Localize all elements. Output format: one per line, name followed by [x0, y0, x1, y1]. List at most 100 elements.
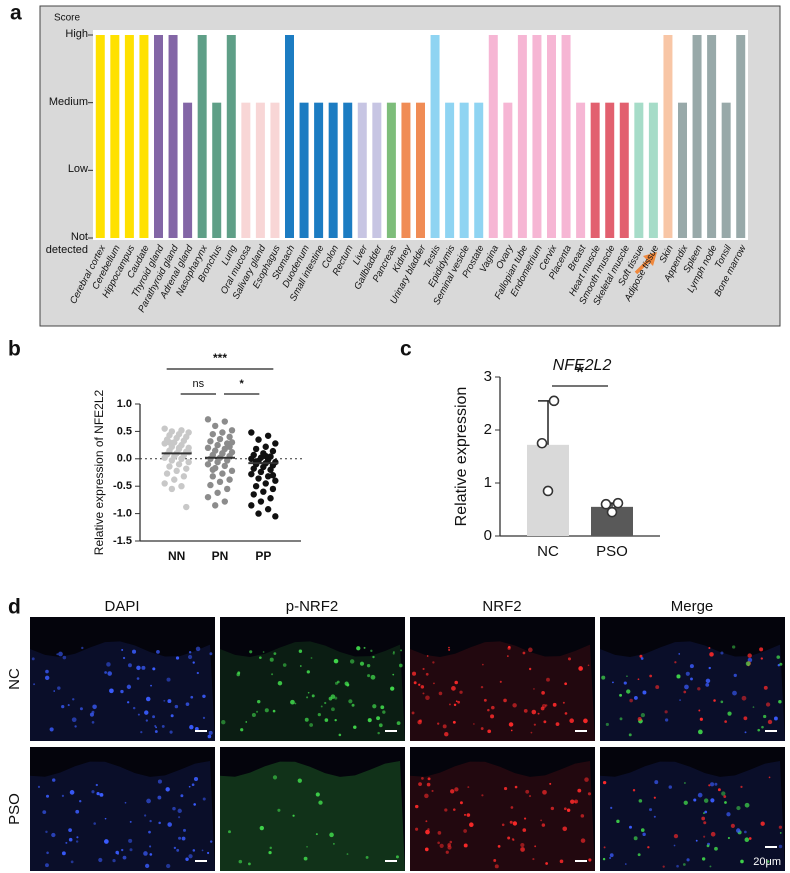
fluorescence-speck	[501, 823, 505, 827]
fluorescence-speck	[145, 696, 151, 702]
fluorescence-speck	[451, 686, 456, 691]
fluorescence-speck	[154, 724, 157, 727]
data-point	[600, 498, 612, 510]
fluorescence-speck	[182, 828, 186, 832]
fluorescence-speck	[708, 646, 711, 650]
fluorescence-speck	[533, 723, 536, 726]
data-point	[262, 443, 269, 450]
y-tick-label: 2	[484, 421, 492, 438]
fluorescence-speck	[31, 657, 35, 661]
fluorescence-speck	[466, 813, 471, 817]
data-point	[269, 472, 277, 479]
fluorescence-speck	[424, 847, 429, 852]
fluorescence-speck	[577, 788, 582, 793]
fluorescence-speck	[126, 701, 130, 704]
bar	[430, 35, 440, 238]
fluorescence-speck	[655, 685, 660, 690]
fluorescence-speck	[710, 782, 715, 787]
fluorescence-speck	[62, 655, 67, 660]
fluorescence-speck	[530, 731, 533, 734]
fluorescence-speck	[679, 699, 681, 701]
fluorescence-speck	[463, 829, 467, 833]
data-point	[260, 488, 267, 495]
data-point	[173, 467, 180, 475]
data-point	[168, 457, 176, 464]
fluorescence-speck	[290, 699, 295, 705]
data-point	[257, 468, 265, 476]
fluorescence-speck	[427, 828, 430, 831]
bar	[154, 35, 163, 238]
fluorescence-speck	[140, 731, 143, 734]
fluorescence-speck	[33, 683, 36, 686]
fluorescence-speck	[442, 724, 447, 729]
fluorescence-speck	[67, 704, 70, 707]
fluorescence-speck	[209, 840, 213, 843]
fluorescence-speck	[708, 666, 711, 670]
fluorescence-speck	[75, 809, 80, 814]
fluorescence-speck	[732, 690, 737, 696]
data-point	[207, 481, 214, 489]
fluorescence-speck	[334, 681, 339, 685]
fluorescence-speck	[185, 857, 189, 861]
bar	[416, 102, 425, 239]
x-tick-label: PN	[212, 549, 229, 563]
fluorescence-speck	[155, 726, 157, 729]
fluorescence-speck	[555, 722, 560, 727]
bar	[459, 102, 469, 239]
fluorescence-speck	[93, 822, 96, 825]
fluorescence-speck	[310, 657, 313, 659]
fluorescence-speck	[370, 649, 373, 653]
fluorescence-speck	[540, 819, 543, 822]
data-point	[209, 430, 216, 438]
y-tick-label: Medium	[48, 95, 88, 108]
fluorescence-speck	[185, 702, 190, 706]
fluorescence-speck	[525, 789, 530, 794]
fluorescence-speck	[425, 695, 430, 701]
fluorescence-speck	[71, 717, 77, 723]
fluorescence-speck	[463, 843, 468, 848]
fluorescence-speck	[238, 859, 243, 864]
fluorescence-speck	[580, 838, 586, 843]
fluorescence-speck	[549, 782, 552, 785]
fluorescence-speck	[109, 688, 114, 694]
fluorescence-speck	[411, 711, 415, 715]
fluorescence-speck	[207, 734, 212, 739]
fluorescence-speck	[637, 853, 641, 857]
fluorescence-speck	[150, 684, 152, 687]
fluorescence-speck	[248, 862, 251, 866]
data-point	[216, 435, 224, 443]
data-point	[272, 440, 279, 447]
fluorescence-speck	[45, 669, 49, 674]
fluorescence-speck	[703, 798, 709, 803]
fluorescence-speck	[306, 696, 309, 699]
significance-label: ns	[193, 378, 205, 390]
fluorescence-speck	[157, 795, 162, 800]
row-label: NC	[6, 668, 23, 690]
fluorescence-speck	[664, 710, 668, 714]
fluorescence-speck	[68, 828, 72, 833]
fluorescence-speck	[487, 708, 490, 712]
data-point	[260, 463, 267, 471]
fluorescence-speck	[437, 722, 440, 725]
data-point	[204, 493, 212, 501]
fluorescence-speck	[514, 785, 518, 789]
fluorescence-speck	[269, 657, 274, 662]
data-point	[212, 422, 219, 430]
bar	[328, 102, 338, 239]
fluorescence-speck	[365, 855, 369, 859]
fluorescence-speck	[331, 707, 335, 712]
data-point	[252, 445, 260, 453]
fluorescence-speck	[619, 693, 623, 697]
fluorescence-speck	[122, 656, 126, 660]
fluorescence-speck	[294, 702, 297, 705]
fluorescence-speck	[720, 651, 724, 655]
fluorescence-speck	[167, 822, 172, 827]
fluorescence-speck	[510, 729, 513, 732]
fluorescence-speck	[193, 777, 199, 782]
data-point	[163, 470, 171, 477]
fluorescence-speck	[562, 826, 568, 832]
bar	[445, 102, 455, 239]
fluorescence-speck	[46, 851, 49, 855]
fluorescence-speck	[469, 822, 474, 828]
fluorescence-speck	[181, 836, 186, 841]
